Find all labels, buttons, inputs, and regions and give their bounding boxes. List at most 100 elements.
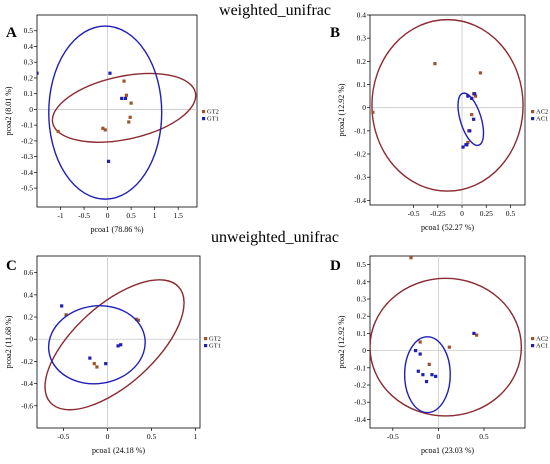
series-gt1: [47, 304, 146, 385]
y-tick-label: 0.5: [357, 260, 367, 269]
series-ac2: [371, 18, 524, 192]
data-point-ac1: [466, 94, 470, 98]
data-point-gt1: [123, 96, 128, 101]
data-point-ac2: [475, 333, 479, 337]
data-point-ac2: [433, 62, 437, 66]
x-tick-label: -0.5: [78, 211, 90, 220]
confidence-ellipse-gt1: [48, 25, 163, 200]
y-axis-label: pcoa2 (11.68 %): [4, 315, 13, 368]
y-tick-label: 0.3: [357, 34, 367, 43]
y-tick-label: -0.1: [354, 126, 366, 135]
x-axis-label: pcoa1 (52.27 %): [421, 223, 474, 232]
y-tick-label: 0.3: [357, 295, 367, 304]
data-point-ac2: [466, 140, 470, 145]
y-tick-label: 0: [362, 346, 366, 355]
data-point-ac1: [461, 145, 465, 149]
x-tick-label: -1: [57, 211, 63, 220]
data-point-ac1: [472, 117, 476, 121]
data-point-gt2: [134, 317, 139, 321]
data-point-ac1: [434, 374, 438, 378]
data-point-gt2: [136, 318, 140, 322]
legend-label-ac1: AC1: [536, 343, 548, 350]
y-tick-label: -0.3: [354, 173, 366, 182]
y-tick-label: 0.4: [357, 277, 367, 286]
legend-label-ac1: AC1: [536, 116, 548, 123]
x-tick-label: -0.5: [408, 209, 420, 218]
y-tick-label: 0: [29, 105, 33, 114]
y-tick-label: -0.2: [21, 357, 33, 366]
series-ac1: [403, 331, 476, 414]
data-point-ac1: [468, 129, 472, 133]
x-axis-label: pcoa1 (78.86 %): [90, 225, 143, 234]
panel-letter: D: [330, 258, 341, 274]
data-point-gt1: [120, 96, 124, 101]
y-tick-label: 0.1: [24, 89, 34, 98]
legend-marker-gt1: [204, 344, 208, 348]
data-point-gt2: [129, 101, 133, 105]
panel-letter: C: [6, 258, 17, 274]
y-tick-label: -0.2: [354, 150, 366, 159]
series-gt1: [37, 25, 163, 200]
y-tick-label: -0.4: [354, 415, 366, 424]
y-tick-label: 0.4: [24, 42, 34, 51]
confidence-ellipse-ac1: [403, 336, 451, 414]
data-point-gt2: [101, 126, 105, 130]
y-tick-label: 0.1: [357, 329, 367, 338]
data-point-gt2: [64, 313, 68, 317]
y-tick-label: -0.3: [21, 152, 33, 161]
data-point-ac1: [472, 331, 476, 335]
plot-frame: [369, 14, 526, 206]
y-tick-label: 0: [29, 335, 33, 344]
panel-letter: B: [330, 25, 340, 41]
series-gt2: [51, 72, 197, 143]
legend-marker-ac2: [531, 337, 535, 341]
data-point-ac1: [416, 369, 420, 373]
legend-label-ac2: AC2: [536, 109, 548, 116]
x-tick-label: 0.5: [147, 432, 157, 441]
y-tick-label: 0.3: [24, 58, 34, 67]
y-axis-label: pcoa2 (12.92 %): [337, 315, 346, 368]
y-tick-label: -0.4: [21, 168, 33, 177]
y-tick-label: -0.6: [21, 401, 33, 410]
data-point-ac1: [418, 352, 422, 356]
legend-label-gt2: GT2: [209, 336, 221, 343]
y-tick-label: 0.2: [357, 57, 367, 66]
y-tick-label: -0.1: [354, 363, 366, 372]
y-tick-label: 0.4: [24, 290, 34, 299]
x-tick-label: 0.5: [126, 211, 136, 220]
data-point-gt1: [119, 343, 123, 347]
weighted-unifrac-title: weighted_unifrac: [219, 2, 331, 19]
confidence-ellipse-gt2: [44, 279, 185, 411]
plot-frame: [369, 255, 526, 429]
data-point-ac2: [427, 362, 431, 366]
legend-label-gt1: GT1: [209, 343, 221, 350]
x-tick-label: 0: [437, 432, 441, 441]
data-point-gt1: [37, 71, 39, 75]
plot-frame: [36, 14, 198, 208]
data-point-gt1: [116, 344, 120, 348]
y-tick-label: 0.2: [357, 312, 367, 321]
x-tick-label: 1: [194, 432, 198, 441]
data-point-ac2: [447, 345, 451, 349]
data-point-ac2: [409, 256, 413, 260]
y-tick-label: 0.4: [357, 11, 367, 20]
series-ac1: [457, 92, 485, 149]
data-point-ac2: [470, 113, 474, 117]
data-point-ac1: [470, 96, 474, 101]
data-point-ac1: [421, 373, 425, 377]
y-tick-label: 0: [362, 103, 366, 112]
confidence-ellipse-ac1: [457, 92, 485, 147]
panel-c: C -0.5 0 0.5 1 -0.6 -0.4 -0.2 0 0.2 0.4 0.6 pcoa1 (2…: [4, 255, 221, 455]
data-point-ac2: [478, 71, 483, 75]
y-tick-label: 0.1: [357, 80, 367, 89]
legend-marker-gt2: [202, 110, 206, 114]
data-point-gt1: [60, 304, 64, 308]
panel-letter: A: [6, 25, 17, 41]
x-tick-label: 0.5: [506, 209, 516, 218]
legend-label-gt1: GT1: [207, 116, 219, 123]
panel-d: D -0.5 0 0.5 -0.4 -0.3 -0.2 -0.1 0 0.1 0.2 0.3 0.4 0.…: [330, 255, 548, 455]
y-tick-label: -0.4: [354, 196, 366, 205]
y-tick-label: -0.5: [21, 184, 33, 193]
data-point-gt2: [128, 115, 132, 119]
